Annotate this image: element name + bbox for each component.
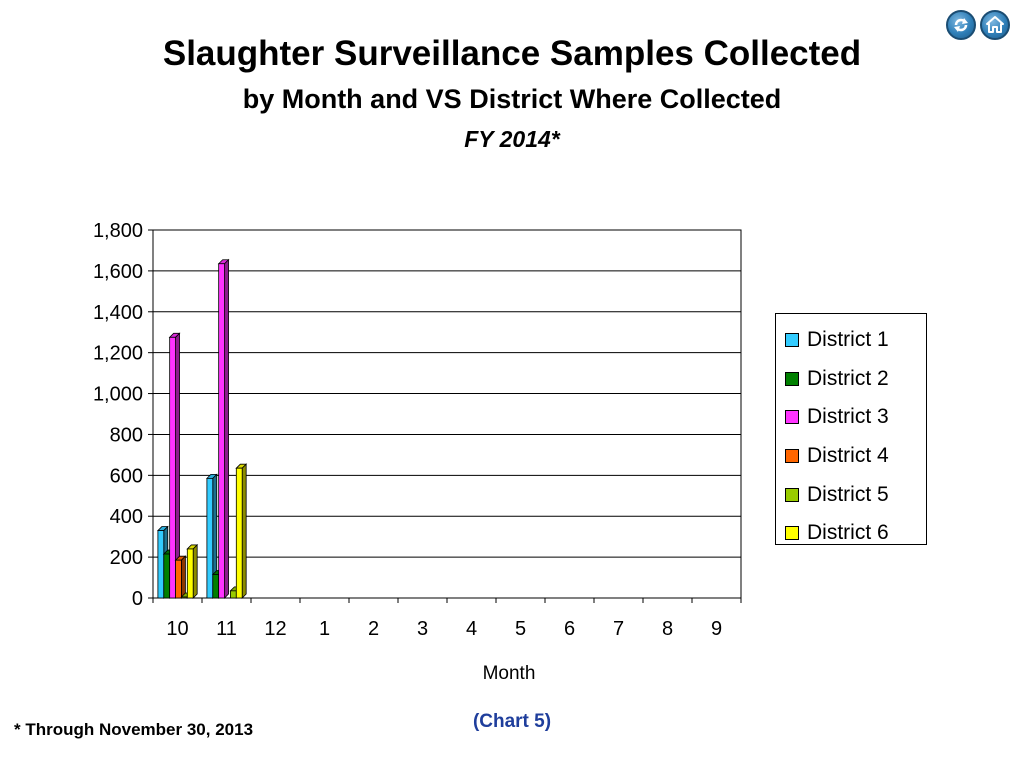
home-button[interactable] — [980, 10, 1010, 40]
legend-item: District 1 — [776, 321, 926, 360]
legend-item: District 3 — [776, 398, 926, 437]
title-block: Slaughter Surveillance Samples Collected… — [0, 32, 1024, 154]
y-tick-label: 1,000 — [93, 384, 143, 406]
legend-swatch — [785, 371, 799, 386]
bar-front-face — [169, 336, 176, 599]
legend-label: District 4 — [807, 444, 889, 468]
bar-front-face — [175, 559, 182, 599]
y-tick-label: 200 — [110, 547, 143, 569]
legend-label: District 3 — [807, 405, 889, 429]
refresh-icon — [954, 18, 968, 32]
x-tick-label: 3 — [417, 618, 428, 640]
legend-swatch — [785, 410, 799, 425]
x-tick-label: 1 — [319, 618, 330, 640]
axes — [152, 230, 742, 603]
x-tick-label: 5 — [515, 618, 526, 640]
legend-label: District 1 — [807, 328, 889, 352]
bar-front-face — [181, 596, 188, 599]
x-tick-label: 9 — [711, 618, 722, 640]
legend-label: District 6 — [807, 521, 889, 545]
x-tick-label: 12 — [264, 618, 286, 640]
nav-buttons — [946, 10, 1010, 40]
x-tick-label: 2 — [368, 618, 379, 640]
bar — [168, 332, 181, 599]
bar-front-face — [186, 548, 194, 599]
legend-swatch — [785, 333, 799, 348]
home-icon — [986, 16, 1004, 33]
legend-item: District 2 — [776, 360, 926, 399]
y-tick-label: 1,400 — [93, 302, 143, 324]
bars — [156, 258, 248, 599]
bar — [174, 555, 187, 599]
bar — [235, 463, 248, 599]
legend-item: District 4 — [776, 437, 926, 476]
legend-label: District 5 — [807, 482, 889, 506]
x-axis-title: Month — [483, 663, 536, 684]
legend-swatch — [785, 449, 799, 464]
bar-front-face — [230, 590, 237, 599]
bar-side-face — [241, 463, 247, 599]
legend-item: District 5 — [776, 475, 926, 514]
bar-front-face — [206, 477, 214, 599]
refresh-button[interactable] — [946, 10, 976, 40]
x-tick-label: 11 — [216, 618, 237, 640]
bar-side-face — [192, 543, 198, 599]
footnote: * Through November 30, 2013 — [14, 720, 254, 739]
chart-title: Slaughter Surveillance Samples Collected — [162, 34, 862, 73]
plot-area — [152, 229, 742, 599]
plot-background — [152, 229, 742, 599]
bar-front-face — [157, 530, 165, 599]
legend-label: District 2 — [807, 366, 889, 390]
y-tick-label: 800 — [110, 424, 143, 446]
bar-front-face — [163, 553, 171, 599]
bar-side-face — [224, 258, 229, 599]
y-tick-label: 1,800 — [93, 220, 143, 242]
bar — [217, 258, 230, 599]
y-tick-labels: 0 200 400 600 800 1,000 1,200 1,400 1,600 1,800 — [93, 220, 143, 610]
bar-front-face — [235, 467, 243, 599]
chart-svg: 0 200 400 600 800 1,000 1,200 1,400 1,600 1,800 1… — [93, 220, 742, 684]
x-tick-labels: 10 11 12 1 2 3 4 5 6 7 8 9 — [166, 618, 722, 640]
chart-legend: District 1 District 2 District 3 District 4… — [775, 313, 927, 545]
fiscal-year-label: FY 2014* — [464, 126, 560, 152]
legend-swatch — [785, 487, 799, 502]
bar — [186, 543, 199, 599]
bar-front-face — [218, 263, 225, 599]
x-tick-label: 7 — [613, 618, 624, 640]
y-tick-label: 1,200 — [93, 343, 143, 365]
x-tick-label: 4 — [466, 618, 477, 640]
x-tick-label: 6 — [564, 618, 575, 640]
bar-side-face — [181, 555, 186, 599]
x-tick-label: 8 — [662, 618, 673, 640]
bar-front-face — [212, 574, 220, 599]
gridlines — [148, 229, 741, 599]
chart-subtitle: by Month and VS District Where Collected — [242, 84, 782, 114]
chart-reference: (Chart 5) — [472, 711, 552, 732]
legend-item: District 6 — [776, 514, 926, 553]
y-tick-label: 1,600 — [93, 261, 143, 283]
legend-swatch — [785, 526, 799, 541]
x-tick-label: 10 — [166, 618, 188, 640]
y-tick-label: 0 — [132, 588, 143, 610]
y-tick-label: 400 — [110, 506, 143, 528]
y-tick-label: 600 — [110, 465, 143, 487]
